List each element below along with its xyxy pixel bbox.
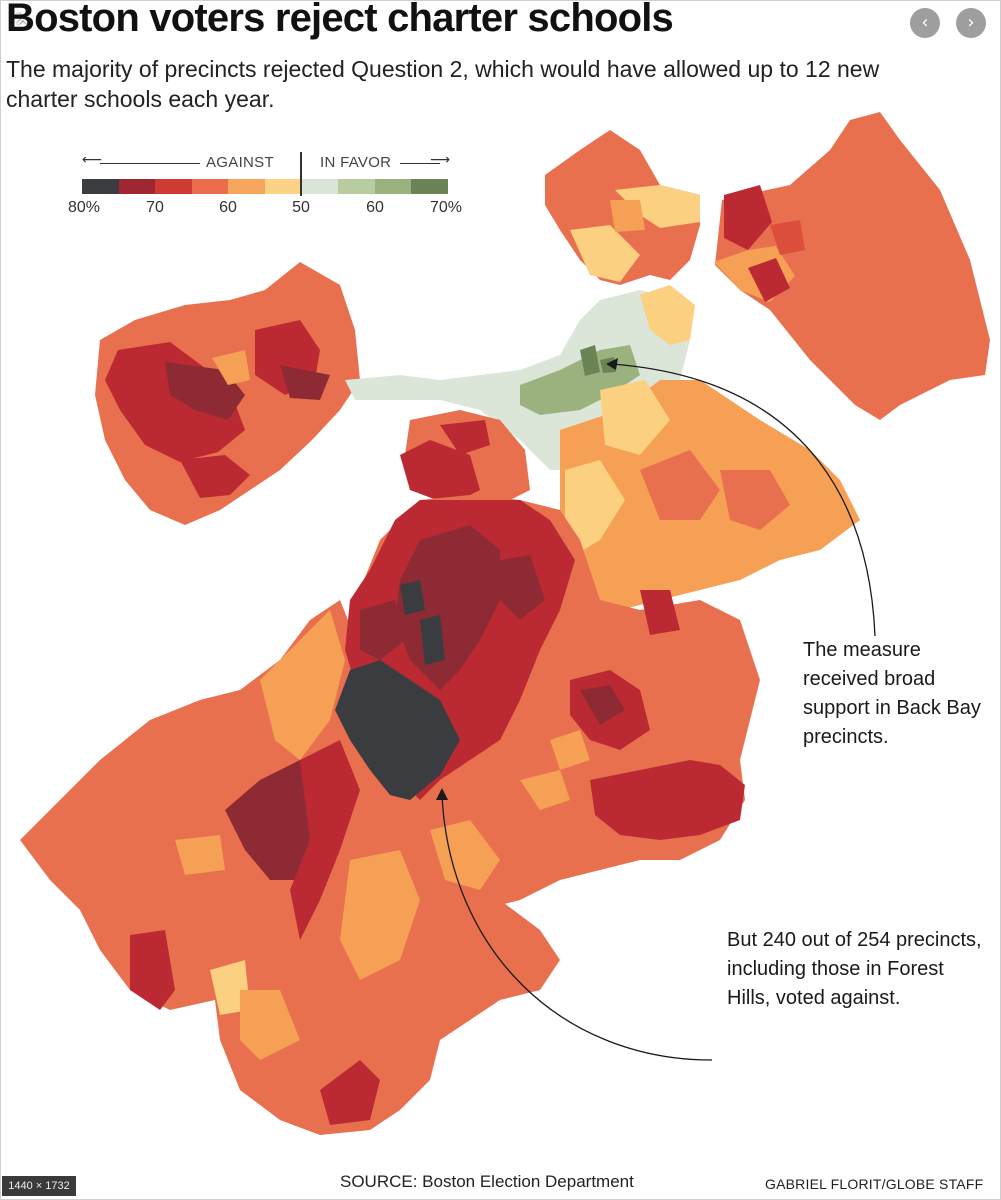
author-credit: GABRIEL FLORIT/GLOBE STAFF	[765, 1176, 984, 1192]
back-bay-annotation-line	[611, 363, 876, 637]
allston-brighton-precinct	[212, 350, 250, 385]
fenway-precinct	[440, 420, 490, 455]
roslindale-precinct	[290, 740, 360, 940]
hyde-park-precinct	[240, 990, 300, 1060]
allston-brighton-precinct	[180, 455, 250, 498]
mattapan-precinct	[340, 850, 420, 980]
south-end-precinct	[565, 460, 625, 555]
legend-tick-label: 60	[219, 199, 237, 216]
legend-swatch	[155, 179, 192, 194]
close-icon[interactable]: ✕	[14, 7, 32, 31]
hyde-park-precinct	[320, 1060, 380, 1125]
roxbury-precinct	[500, 555, 545, 620]
legend-color-bar	[82, 179, 448, 194]
legend-tick-label: 80%	[67, 199, 101, 216]
back-bay-annotation: The measure received broad support in Ba…	[803, 639, 981, 748]
legend-tick-label: 70	[146, 199, 164, 216]
forest-hills-precinct	[420, 615, 445, 665]
charlestown-precinct	[570, 225, 640, 282]
back-bay-annotation-arrowhead	[606, 358, 618, 370]
legend-infavor-label: IN FAVOR	[320, 154, 392, 171]
east-boston-precinct	[724, 185, 772, 250]
legend-swatch	[411, 179, 448, 194]
north-end-region	[640, 285, 695, 345]
source-credit: SOURCE: Boston Election Department	[340, 1172, 634, 1191]
image-size-badge: 1440 × 1732	[2, 1176, 76, 1196]
jamaica-plain-region	[260, 610, 345, 760]
legend-swatch	[374, 179, 412, 194]
forest-hills-precinct	[400, 580, 425, 615]
dorchester-precinct	[520, 770, 570, 810]
legend-header: ⟵ AGAINST IN FAVOR ⟶	[80, 152, 460, 174]
legend-swatch	[301, 179, 339, 194]
east-boston-precinct	[770, 220, 805, 255]
charlestown-precinct	[610, 200, 645, 232]
legend-midpoint-marker	[300, 152, 302, 196]
dorchester-precinct	[640, 590, 680, 635]
color-legend: ⟵ AGAINST IN FAVOR ⟶ 80% 70 60 50 60 70%	[68, 152, 480, 222]
legend-swatch	[191, 179, 229, 194]
right-arrow-icon: ⟶	[430, 152, 451, 168]
roxbury-precinct-group	[395, 525, 500, 690]
legend-against-label: AGAINST	[206, 154, 274, 171]
dorchester-precincts	[590, 760, 745, 840]
south-boston-precinct	[640, 450, 720, 520]
west-roxbury-precinct	[175, 835, 225, 875]
mattapan-precinct	[430, 820, 500, 890]
roxbury-precinct	[360, 600, 405, 660]
page-title: Boston voters reject charter schools	[6, 0, 674, 40]
dorchester-precinct	[580, 685, 625, 725]
legend-rule	[400, 163, 440, 164]
east-boston-precinct	[748, 258, 790, 302]
allston-brighton-precinct	[280, 365, 330, 400]
allston-brighton-precinct	[105, 342, 245, 462]
legend-tick-label: 60	[366, 199, 384, 216]
charlestown-precinct	[615, 185, 700, 228]
legend-swatch	[264, 179, 302, 194]
prev-image-button[interactable]: ‹	[910, 8, 940, 38]
south-end-precinct	[600, 380, 670, 455]
legend-swatch	[228, 179, 265, 194]
dorchester-precinct	[550, 730, 590, 770]
forest-hills-annotation-arrowhead	[436, 788, 448, 800]
page-subtitle: The majority of precincts rejected Quest…	[6, 56, 880, 112]
next-image-button[interactable]: ›	[956, 8, 986, 38]
forest-hills-annotation-line	[441, 795, 713, 1061]
legend-rule	[100, 163, 200, 164]
back-bay-favor-precinct	[580, 345, 600, 376]
legend-swatch	[82, 179, 119, 194]
legend-swatch	[118, 179, 156, 194]
west-roxbury-precinct	[130, 930, 175, 1010]
left-arrow-icon: ⟵	[82, 152, 103, 168]
fenway-precinct	[400, 440, 480, 505]
south-boston-precinct	[720, 470, 790, 530]
legend-swatch	[338, 179, 375, 194]
legend-tick-label: 70%	[429, 199, 463, 216]
east-boston-region	[715, 112, 990, 420]
forest-hills-annotation: But 240 out of 254 precincts, including …	[727, 929, 982, 1009]
legend-tick-label: 50	[292, 199, 310, 216]
forest-hills-precincts	[335, 660, 460, 800]
